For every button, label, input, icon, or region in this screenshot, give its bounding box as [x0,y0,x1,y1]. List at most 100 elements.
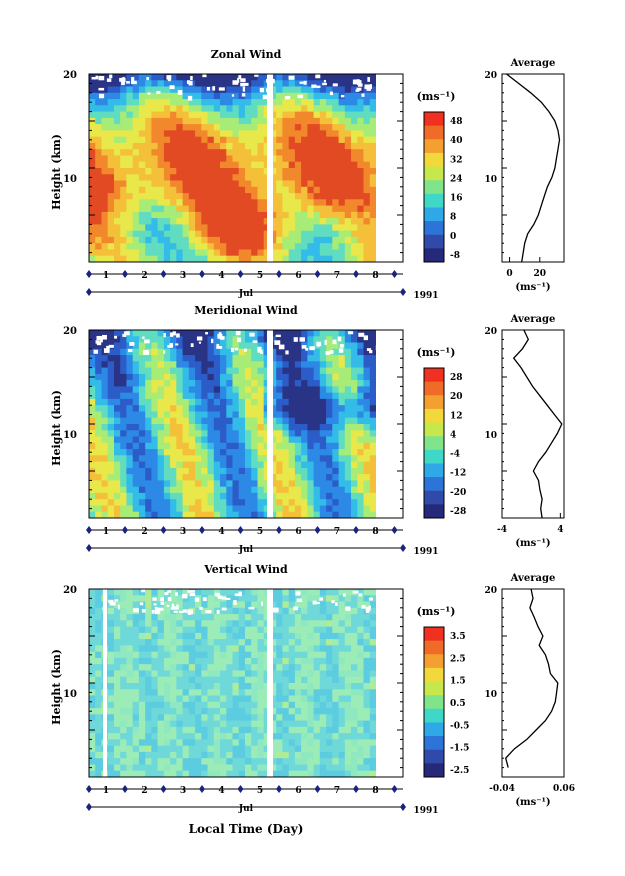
average-y-label: 10 [484,175,497,185]
colorbar-frame [423,111,445,263]
day-label: 5 [257,271,263,281]
colorbar-swatch [424,681,444,696]
average-title: Average [510,58,556,69]
day-label: 7 [334,527,340,537]
panel-1: Zonal Wind 10 20 Height (km) 1 2 3 4 5 6 7 8 Jul 1991… [50,48,565,301]
colorbar-tick-label: -20 [450,488,466,498]
y-tick-label: 10 [63,689,77,700]
field-map [89,589,376,777]
colorbar-swatch [424,234,444,249]
day-marker [160,526,167,534]
day-label: 4 [218,271,224,281]
average-profile-line [506,73,561,263]
day-label: 3 [180,271,186,281]
day-label: 2 [141,527,147,537]
average-y-label: 20 [484,586,497,596]
colorbar-swatch [424,381,444,396]
colorbar-unit: (ms⁻¹) [417,605,456,618]
colorbar-swatch [424,449,444,464]
day-label: 3 [180,786,186,796]
day-marker [391,270,398,278]
day-marker [353,785,359,793]
y-tick-label: 10 [63,174,77,185]
average-frame [501,588,565,778]
average-y-label: 20 [484,71,497,81]
month-marker [400,288,406,296]
panel-title: Zonal Wind [211,48,282,61]
day-label: 8 [372,527,378,537]
colorbar-frame [423,626,445,778]
colorbar-swatch [424,695,444,710]
colorbar-tick-label: 20 [450,392,463,402]
colorbar-swatch [424,125,444,140]
day-marker [314,526,321,534]
colorbar-swatch [424,722,444,737]
day-label: 6 [295,527,301,537]
colorbar-swatch [424,763,444,778]
colorbar-swatch [424,627,444,642]
colorbar-swatch [424,436,444,451]
colorbar-swatch [424,193,444,208]
colorbar-swatch [424,749,444,764]
colorbar-tick-label: -1.5 [450,744,469,754]
day-marker [160,270,167,278]
colorbar-tick-label: -28 [450,507,466,517]
day-marker [237,270,244,278]
field-map [89,330,376,518]
colorbar-swatch [424,166,444,181]
data-gap [267,330,273,518]
day-label: 1 [103,527,109,537]
colorbar-swatch [424,667,444,683]
average-x-label: 0.06 [553,784,575,794]
colorbar-tick-label: 2.5 [450,654,466,664]
colorbar-tick-label: 0.5 [450,699,466,709]
colorbar-swatch [424,504,444,519]
colorbar-swatch [424,221,444,236]
panel-3: Vertical Wind 10 20 Height (km) 1 2 3 4 5 6 7 8 Jul 1… [50,563,575,836]
day-marker [199,785,205,793]
day-marker [353,270,359,278]
day-label: 7 [334,271,340,281]
month-label: Jul [238,289,254,299]
colorbar-tick-label: 0 [450,232,456,242]
y-axis-label: Height (km) [50,390,63,466]
colorbar-swatch [424,736,444,751]
average-x-label: 20 [534,269,547,279]
day-label: 6 [295,786,301,796]
colorbar-unit: (ms⁻¹) [417,346,456,359]
day-label: 3 [180,527,186,537]
year-label: 1991 [413,806,438,816]
average-title: Average [510,314,556,325]
colorbar-tick-label: -8 [450,251,460,261]
colorbar-swatch [424,490,444,505]
colorbar-tick-label: 48 [450,117,463,127]
day-marker [237,785,244,793]
data-gap [267,74,273,262]
colorbar-swatch [424,463,444,478]
colorbar-swatch [424,477,444,492]
y-tick-label: 20 [63,70,77,81]
day-label: 1 [103,271,109,281]
colorbar-swatch [424,408,444,424]
day-label: 4 [218,527,224,537]
average-y-label: 20 [484,327,497,337]
average-y-label: 10 [484,690,497,700]
day-label: 7 [334,786,340,796]
day-marker [86,270,92,278]
day-label: 5 [257,786,263,796]
colorbar-swatch [424,654,444,669]
month-label: Jul [238,545,254,555]
day-marker [199,526,205,534]
colorbar-swatch [424,152,444,168]
month-marker [86,544,92,552]
colorbar-tick-label: 1.5 [450,677,466,687]
day-marker [391,785,398,793]
y-axis-label: Height (km) [50,134,63,210]
data-gap [103,589,107,777]
month-marker [86,288,92,296]
month-marker [400,803,406,811]
day-marker [276,526,282,534]
colorbar-tick-label: -12 [450,469,466,479]
colorbar-tick-label: 4 [450,430,456,440]
